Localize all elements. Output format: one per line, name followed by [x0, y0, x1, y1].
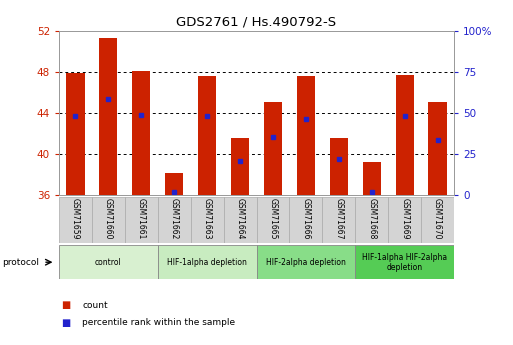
- Text: GSM71665: GSM71665: [268, 198, 278, 240]
- Text: GSM71670: GSM71670: [433, 198, 442, 240]
- Text: control: control: [95, 258, 122, 267]
- Bar: [322, 197, 355, 243]
- Text: ■: ■: [62, 318, 71, 327]
- Bar: [428, 102, 447, 195]
- Bar: [59, 197, 92, 243]
- Bar: [297, 76, 315, 195]
- Text: GSM71666: GSM71666: [301, 198, 310, 240]
- Bar: [191, 197, 224, 243]
- Bar: [363, 162, 381, 195]
- Text: GDS2761 / Hs.490792-S: GDS2761 / Hs.490792-S: [176, 16, 337, 29]
- Bar: [66, 73, 85, 195]
- Bar: [421, 197, 454, 243]
- Bar: [264, 102, 282, 195]
- Text: HIF-1alpha depletion: HIF-1alpha depletion: [167, 258, 247, 267]
- Text: percentile rank within the sample: percentile rank within the sample: [82, 318, 235, 327]
- Bar: [100, 38, 117, 195]
- Bar: [92, 197, 125, 243]
- Text: ■: ■: [62, 300, 71, 310]
- Text: HIF-2alpha depletion: HIF-2alpha depletion: [266, 258, 346, 267]
- Bar: [231, 138, 249, 195]
- Bar: [198, 76, 216, 195]
- Bar: [125, 197, 158, 243]
- Text: GSM71663: GSM71663: [203, 198, 212, 240]
- Text: GSM71669: GSM71669: [400, 198, 409, 240]
- Bar: [132, 71, 150, 195]
- Text: GSM71667: GSM71667: [334, 198, 343, 240]
- Text: count: count: [82, 301, 108, 310]
- Text: GSM71659: GSM71659: [71, 198, 80, 240]
- Bar: [355, 197, 388, 243]
- Text: HIF-1alpha HIF-2alpha
depletion: HIF-1alpha HIF-2alpha depletion: [362, 253, 447, 272]
- Bar: [256, 197, 289, 243]
- Text: GSM71661: GSM71661: [137, 198, 146, 240]
- Text: GSM71662: GSM71662: [170, 198, 179, 240]
- Bar: [355, 245, 454, 279]
- Bar: [165, 174, 183, 195]
- Text: GSM71660: GSM71660: [104, 198, 113, 240]
- Bar: [396, 75, 413, 195]
- Bar: [158, 245, 256, 279]
- Bar: [59, 245, 158, 279]
- Text: GSM71668: GSM71668: [367, 198, 376, 240]
- Text: protocol: protocol: [3, 258, 40, 267]
- Bar: [224, 197, 256, 243]
- Bar: [289, 197, 322, 243]
- Bar: [256, 245, 355, 279]
- Bar: [158, 197, 191, 243]
- Bar: [330, 138, 348, 195]
- Text: GSM71664: GSM71664: [235, 198, 245, 240]
- Bar: [388, 197, 421, 243]
